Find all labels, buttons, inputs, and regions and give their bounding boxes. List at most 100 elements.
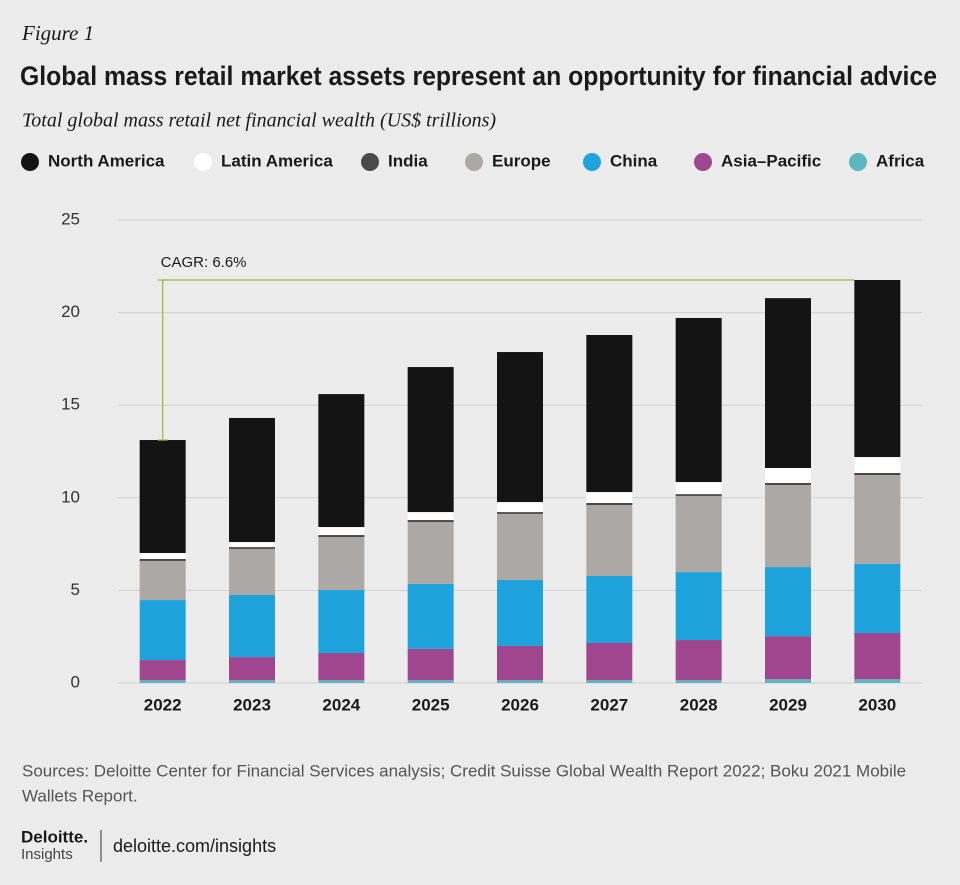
figure-label: Figure 1 [21,21,94,45]
bar-segment [229,657,275,681]
bar-segment [318,590,365,653]
bar-segment [765,636,811,680]
bar-segment [497,512,543,514]
x-tick-label: 2023 [233,695,271,714]
bar-segment [765,567,811,637]
legend-label: Latin America [221,151,333,170]
bar-segment [497,645,543,681]
chart-subtitle: Total global mass retail net financial w… [22,110,496,132]
legend-marker [583,153,601,171]
y-tick-label: 25 [61,209,80,228]
x-tick-label: 2026 [501,695,539,714]
bar-segment [139,552,186,559]
bar-segment [854,475,901,564]
bar-segment [765,482,811,486]
bar-segment [407,520,454,523]
x-tick-label: 2022 [144,695,182,714]
x-tick-label: 2025 [412,695,450,714]
bar-segment [675,640,722,681]
legend-label: Asia–Pacific [721,151,821,170]
bar-segment [229,547,275,549]
bar-segment [139,560,186,601]
bar-segment [139,600,186,661]
bar-segment [497,513,543,581]
legend-marker [21,153,39,171]
bar-segment [318,527,365,536]
bar-segment [318,680,365,683]
legend-marker [849,153,867,171]
legend-marker [694,153,712,171]
bar-segment [586,335,633,493]
bar-segment [229,417,275,543]
bar-segment [318,394,365,528]
bar-segment [229,542,275,548]
bar-segment [586,680,633,683]
bar-segment [765,298,811,468]
bar-segment [854,280,901,458]
bar-segment [407,367,454,513]
brand-sub: Insights [21,846,73,863]
bar-segment [497,680,543,683]
legend-label: North America [48,151,165,170]
legend-marker [361,153,379,171]
x-tick-label: 2024 [322,695,360,714]
bar-segment [586,642,633,681]
bar-segment [139,660,186,681]
bar-segment [586,492,633,503]
x-tick-label: 2028 [680,695,718,714]
bar-segment [229,595,275,658]
bar-segment [586,502,633,506]
legend-marker [465,153,483,171]
brand: Deloitte. [21,827,88,846]
legend-label: Europe [492,151,551,170]
footer-url: deloitte.com/insights [113,836,276,856]
y-tick-label: 20 [61,302,80,321]
y-tick-label: 5 [71,580,80,599]
bar-segment [675,494,722,496]
bar-segment [497,352,543,503]
bar-segment [407,512,454,521]
bar-segment [854,679,901,683]
bar-segment [229,548,275,596]
bar-segment [318,537,365,591]
bar-segment [497,580,543,646]
chart-title: Global mass retail market assets represe… [20,61,937,91]
bar-segment [675,680,722,683]
y-tick-label: 10 [61,487,80,506]
bar-segment [497,502,543,513]
bar-segment [407,522,454,584]
bar-segment [765,467,811,483]
source-line: Wallets Report. [22,786,138,805]
bar-segment [765,679,811,683]
bar-segment [765,485,811,568]
bar-segment [139,440,186,553]
legend-label: China [610,151,658,170]
legend-label: India [388,151,428,170]
bar-segment [586,505,633,576]
bar-segment [318,535,365,538]
bar-segment [407,583,454,649]
y-tick-label: 0 [71,672,80,691]
bar-segment [854,472,901,476]
annotation-text: CAGR: 6.6% [161,254,247,271]
bar-segment [854,563,901,633]
bar-segment [407,680,454,683]
legend-marker [194,153,212,171]
y-tick-label: 15 [61,395,80,414]
bar-segment [407,648,454,681]
bar-segment [139,558,186,561]
bar-segment [318,652,365,681]
x-tick-label: 2029 [769,695,807,714]
bar-segment [229,680,275,683]
bar-segment [586,575,633,643]
source-line: Sources: Deloitte Center for Financial S… [22,761,906,780]
bar-segment [854,457,901,473]
bar-segment [675,317,722,483]
bar-segment [854,632,901,680]
bar-segment [675,495,722,573]
bar-segment [139,680,186,683]
x-tick-label: 2027 [590,695,628,714]
bar-segment [675,572,722,641]
x-tick-label: 2030 [858,695,896,714]
